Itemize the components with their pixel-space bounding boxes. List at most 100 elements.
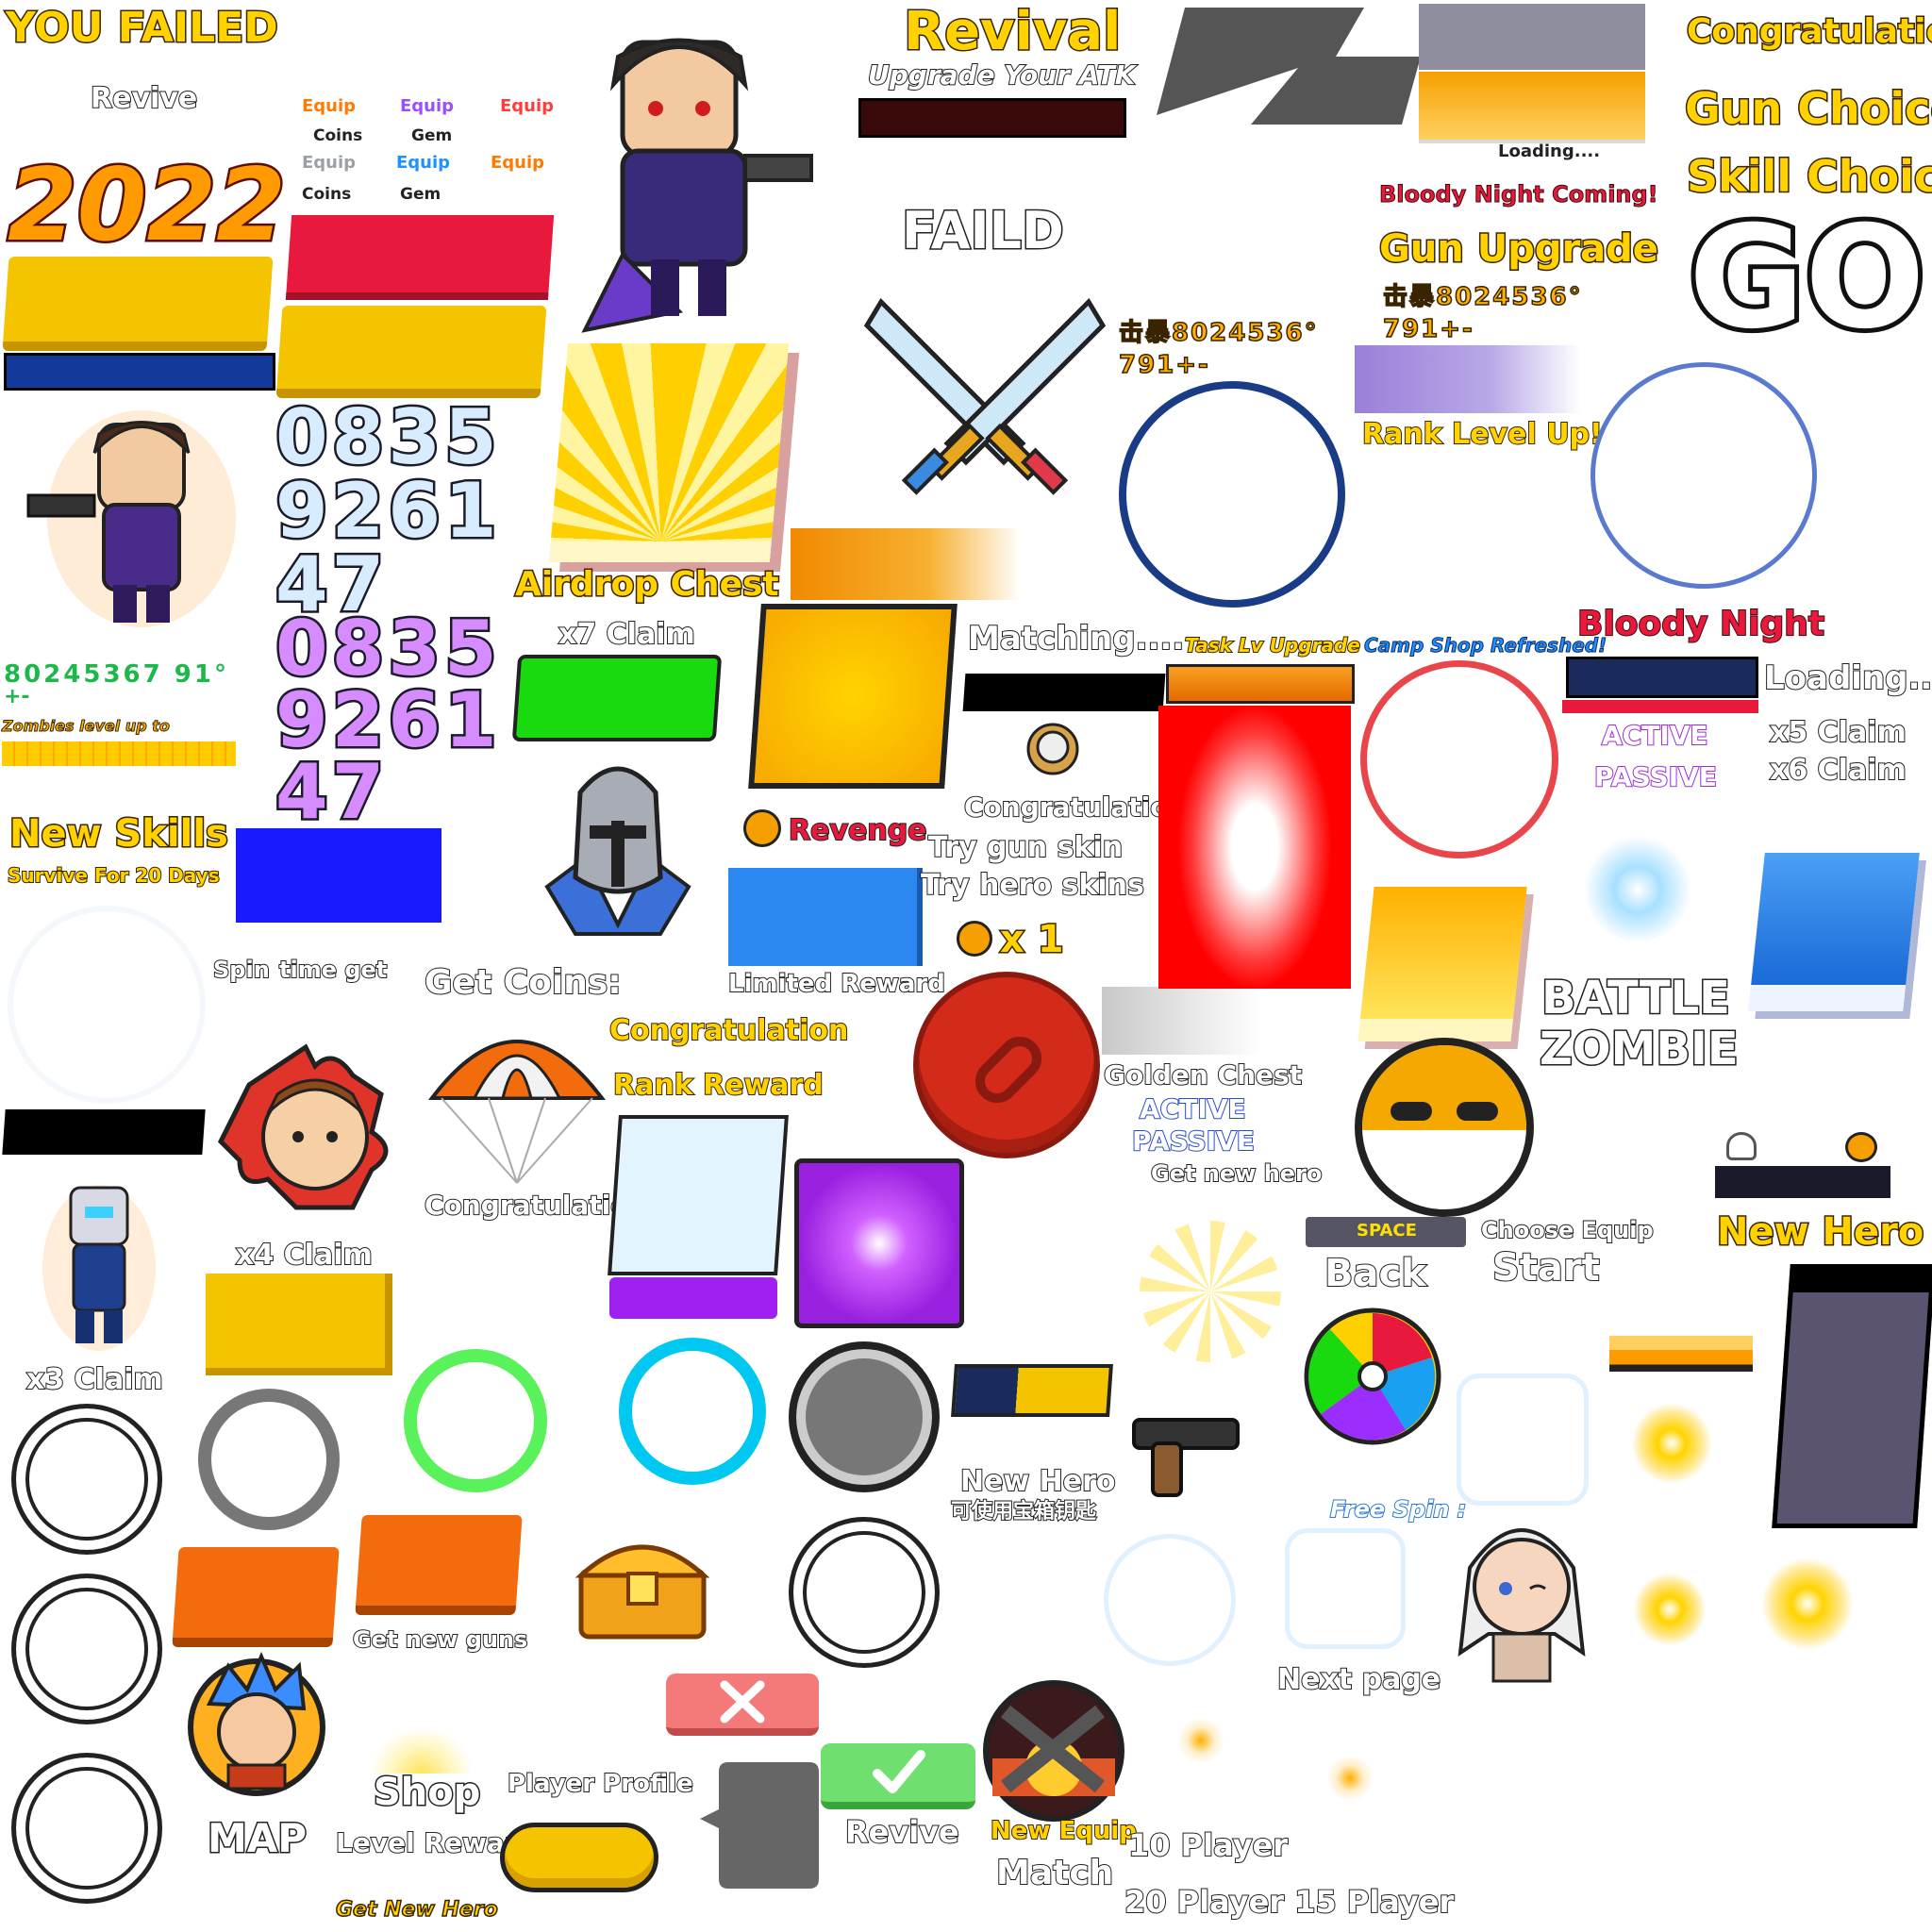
shop-glow [370,1726,474,1774]
x3-claim-label: x3 Claim [25,1363,164,1396]
dark-tall-panel [1772,1264,1932,1528]
black-bar-left [2,1109,206,1155]
green-ring [404,1349,547,1492]
loading-big-label: Loading.... [1763,659,1932,697]
match-label[interactable]: Match [995,1854,1114,1892]
bloody-night-coming-label: Bloody Night Coming! [1379,181,1659,208]
upgrade-atk-label: Upgrade Your ATK [867,59,1136,91]
dark-stat-bar [1715,1166,1890,1198]
x4-claim-label: x4 Claim [235,1239,374,1272]
yellow-pill-button[interactable] [500,1823,658,1892]
sparkle-2 [1326,1755,1374,1802]
black-bar-match [962,674,1166,711]
yellow-burst [1140,1221,1281,1362]
yellow-bar-panel [2,257,274,351]
orange-header-bar [1419,72,1645,143]
twenty-fifteen-player-label[interactable]: 20 Player 15 Player [1124,1884,1455,1920]
segmented-ring-3 [11,1753,162,1904]
equip-item-2: Equip [400,96,455,116]
player-profile-label[interactable]: Player Profile [507,1770,694,1798]
hero-glow-figure [19,406,255,632]
new-hero-mid-label: New Hero [959,1465,1116,1498]
purple-burst-panel [794,1158,964,1328]
pale-glow-square [1285,1528,1406,1649]
rank-reward-title: Rank Reward [612,1069,824,1102]
crossed-swords-icon [853,283,1117,509]
space-key-button[interactable]: SPACE [1306,1217,1466,1247]
congratulation-top-title: Congratulation [1686,12,1932,51]
free-spin-label: Free Spin : [1329,1496,1467,1523]
blue-digits-row-1: 0835 [274,393,501,481]
revenge-label: Revenge [788,814,928,847]
space-key-label: SPACE [1357,1221,1417,1241]
battle-title: BATTLE [1541,972,1732,1024]
zombies-level-label: Zombies level up to [2,717,171,735]
revive-bottom-label[interactable]: Revive [844,1814,960,1850]
blue-ring [1591,362,1817,589]
rank-level-up-label: Rank Level Up! [1361,418,1604,451]
yellow-bar-panel-2 [275,306,547,398]
red-close-button[interactable] [666,1674,819,1736]
dark-red-bar [858,98,1126,138]
navy-night-bar [1566,657,1758,698]
matching-label: Matching.... [967,620,1185,658]
hero-gun-figure [566,28,849,340]
back-label[interactable]: Back [1324,1252,1427,1295]
faint-glow-ring [8,906,206,1104]
green-claim-button[interactable] [511,655,723,741]
speech-bubble [700,1762,819,1889]
blue-flag-panel [236,828,441,923]
gold-orb-3 [1762,1558,1853,1649]
crit-cn-label-1b: 791+- [1118,351,1210,379]
gray-fade-bar [1102,987,1262,1055]
gem-label-2: Gem [400,185,441,204]
skull-count-label: x 1 [999,918,1066,961]
gray-header-bar [1419,4,1645,70]
purple-digit-block: 0835 9261 47 [274,608,521,832]
start-label[interactable]: Start [1491,1246,1601,1290]
congratulation-mid-title: Congratulation [608,1014,849,1047]
lightning-shape [1147,2,1421,126]
gem-label-1: Gem [411,126,453,145]
girl-hero-avatar [1451,1502,1592,1690]
map-label[interactable]: MAP [206,1815,308,1861]
pale-glow-ring [1104,1534,1236,1666]
digit-strip: 80245367 91° [4,660,229,689]
gun-upgrade-title: Gun Upgrade [1378,227,1660,271]
red-bullet-button[interactable] [913,972,1100,1158]
get-new-hero-small-label: Get new hero [1150,1160,1323,1187]
get-new-hero-label[interactable]: Get New Hero [335,1898,498,1922]
player-icon-small [1726,1132,1757,1160]
shop-label[interactable]: Shop [372,1771,481,1814]
match-emblem-icon [977,1674,1130,1824]
go-label: GO [1684,196,1930,360]
skill-choice-title: Skill Choice [1685,151,1932,202]
ten-player-label[interactable]: 10 Player [1127,1827,1289,1863]
navy-yellow-toggle[interactable] [951,1364,1113,1417]
equip-item-3: Equip [500,96,555,116]
revival-title: Revival [902,1,1122,62]
try-hero-skins-label: Try hero skins [920,869,1145,902]
crit-cn-label-2b: 791+- [1382,315,1474,343]
red-glow-panel [1158,706,1351,989]
face-eye-left [1391,1102,1432,1121]
survive-days-label: Survive For 20 Days [7,864,221,887]
next-page-label[interactable]: Next page [1276,1663,1441,1696]
you-failed-title: YOU FAILED [5,4,280,52]
task-lv-upgrade-label: Task Lv Upgrade [1184,634,1361,657]
green-confirm-button[interactable] [821,1743,975,1809]
blue-bar [4,353,275,391]
skull-icon-count [957,921,992,957]
revolver-icon [1124,1396,1247,1500]
spin-wheel-icon[interactable] [1302,1306,1443,1447]
light-blue-card [608,1115,789,1275]
limited-reward-label: Limited Reward [727,970,946,998]
choose-equip-label: Choose Equip [1480,1217,1655,1243]
golden-chest-label: Golden Chest [1103,1059,1303,1091]
yellow-square-card [748,604,958,789]
face-eye-right [1457,1102,1498,1121]
new-skills-title: New Skills [8,812,230,856]
coins-label-1: Coins [313,126,363,145]
segmented-ring-2 [11,1574,162,1724]
equip-item-1: Equip [302,96,357,116]
